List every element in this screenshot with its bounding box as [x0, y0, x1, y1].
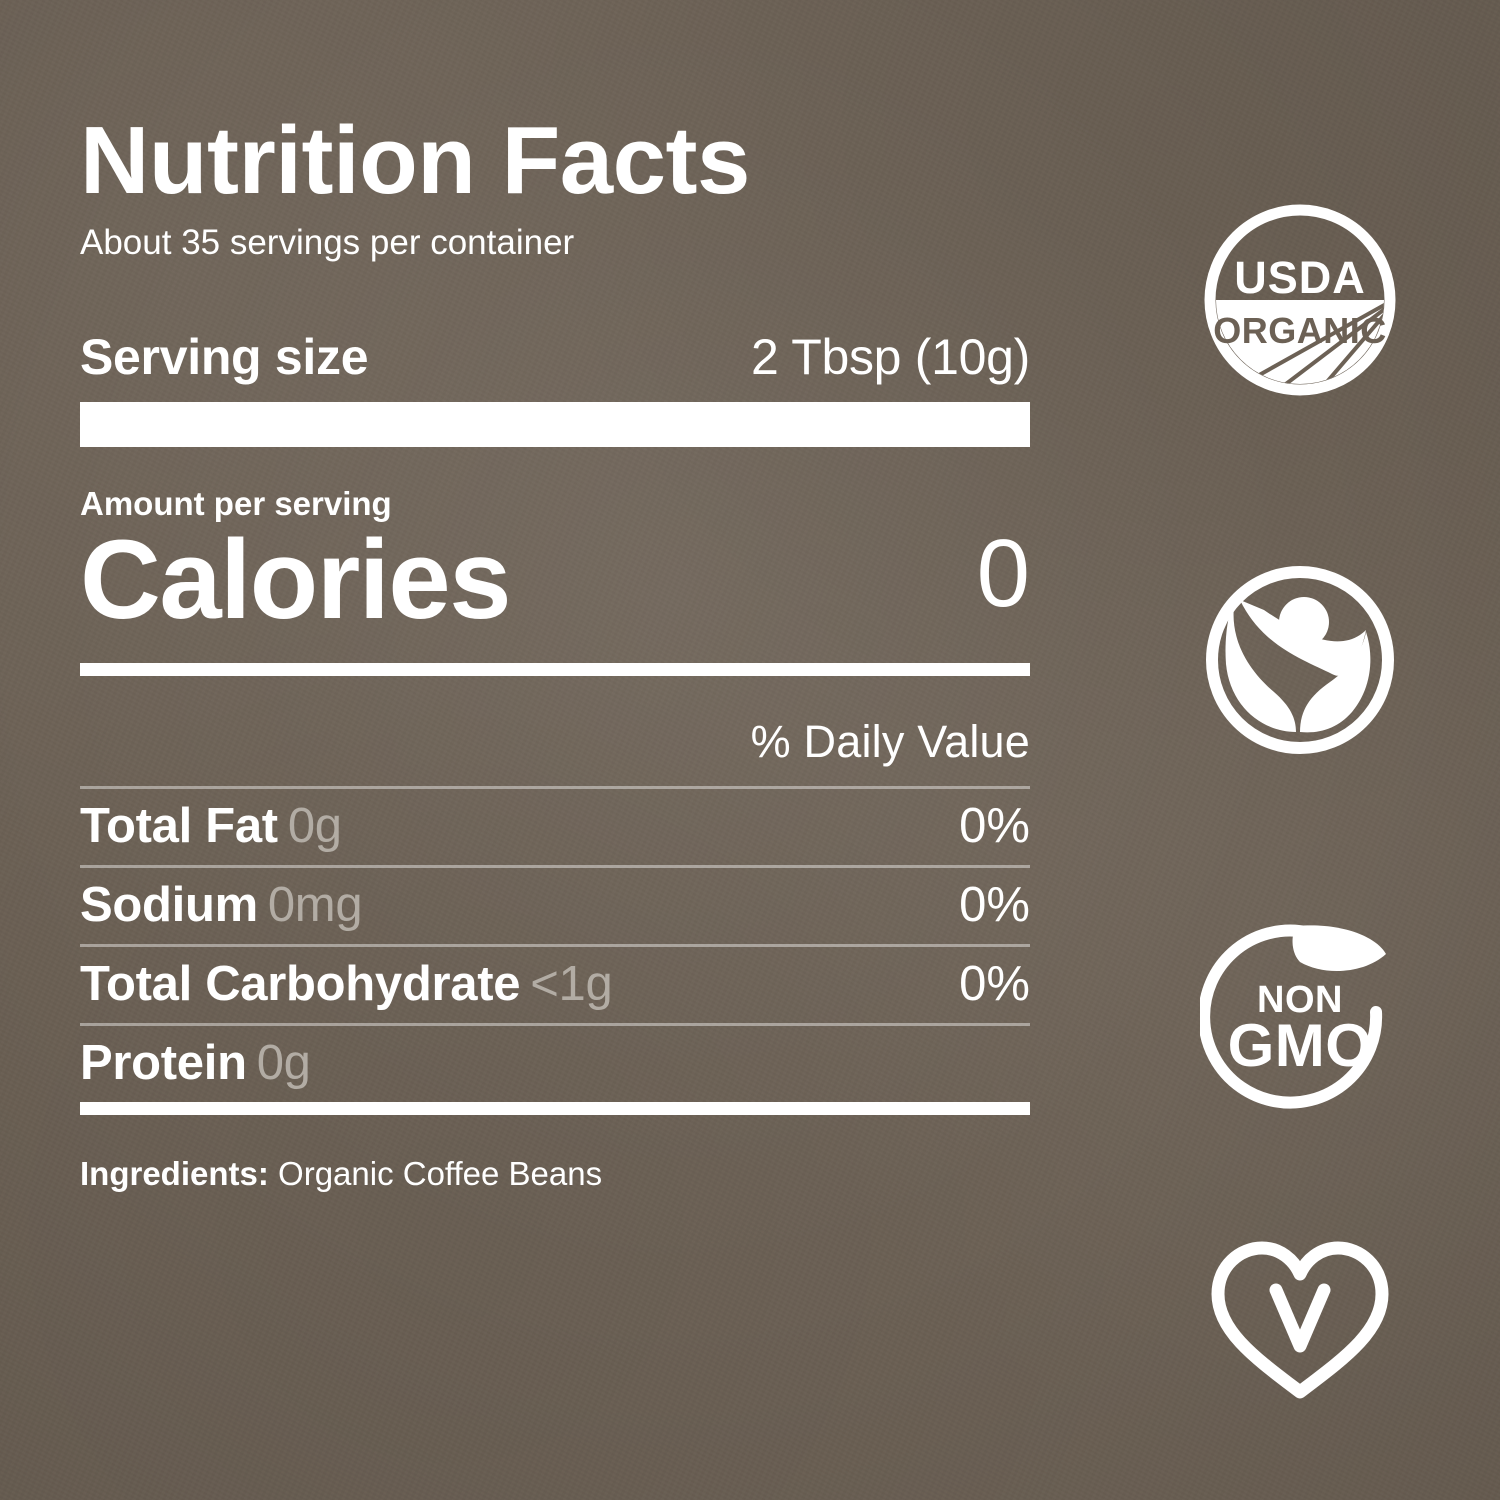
nutrient-daily-value: 0%	[959, 956, 1030, 1011]
usda-organic-seal-icon: USDA ORGANIC	[1204, 204, 1396, 396]
divider-hairline	[80, 943, 1030, 947]
divider-hairline	[80, 864, 1030, 868]
nutrient-rows: Total Fat 0g 0% Sodium 0mg 0% Total Carbohydra…	[80, 789, 1030, 1102]
nutrient-name: Sodium	[80, 877, 258, 932]
divider-medium-calories	[80, 662, 1030, 676]
calories-value: 0	[976, 520, 1030, 628]
nutrient-daily-value: 0%	[959, 798, 1030, 853]
serving-size-value: 2 Tbsp (10g)	[751, 329, 1030, 386]
nutrient-left: Sodium 0mg	[80, 877, 363, 933]
svg-text:GMO: GMO	[1228, 1012, 1373, 1079]
svg-text:NON: NON	[1257, 979, 1343, 1021]
certification-badge-column: USDA ORGANIC NON GMO	[1185, 120, 1415, 1440]
amount-per-serving-label: Amount per serving	[80, 485, 392, 523]
vegan-heart-icon	[1211, 1241, 1389, 1399]
badge-slot-vegan-heart	[1185, 1200, 1415, 1440]
serving-size-label: Serving size	[80, 329, 369, 386]
nutrient-left: Total Carbohydrate <1g	[80, 956, 613, 1012]
calories-row: Calories 0	[80, 517, 1030, 642]
divider-hairline-top	[80, 785, 1030, 789]
svg-text:USDA: USDA	[1234, 252, 1366, 303]
divider-hairline	[80, 1022, 1030, 1026]
serving-size-row: Serving size 2 Tbsp (10g)	[80, 328, 1030, 386]
badge-slot-usda-organic: USDA ORGANIC	[1185, 120, 1415, 480]
ingredients-line: Ingredients: Organic Coffee Beans	[80, 1153, 1030, 1194]
calories-label: Calories	[80, 517, 511, 643]
nutrient-left: Protein 0g	[80, 1035, 311, 1091]
nutrient-row: Total Fat 0g 0%	[80, 789, 1030, 865]
svg-text:ORGANIC: ORGANIC	[1213, 310, 1387, 351]
nutrient-row: Protein 0g	[80, 1026, 1030, 1102]
nutrient-row: Total Carbohydrate <1g 0%	[80, 947, 1030, 1023]
daily-value-header: % Daily Value	[750, 715, 1030, 767]
servings-per-container: About 35 servings per container	[80, 222, 575, 262]
badge-slot-certified-figure	[1185, 480, 1415, 840]
non-gmo-seal-icon: NON GMO	[1200, 924, 1386, 1109]
nutrient-amount: <1g	[530, 956, 613, 1011]
divider-medium-bottom	[80, 1101, 1030, 1115]
nutrient-amount: 0mg	[267, 877, 363, 932]
ingredients-label: Ingredients:	[80, 1154, 269, 1192]
nutrient-name: Total Carbohydrate	[80, 956, 521, 1011]
nutrient-name: Total Fat	[80, 798, 278, 853]
nutrient-left: Total Fat 0g	[80, 798, 342, 854]
nutrition-facts-title: Nutrition Facts	[80, 107, 750, 214]
nutrient-row: Sodium 0mg 0%	[80, 868, 1030, 944]
certified-figure-emblem-icon	[1206, 566, 1394, 754]
nutrient-amount: 0g	[256, 1035, 311, 1090]
nutrient-daily-value: 0%	[959, 877, 1030, 932]
ingredients-value: Organic Coffee Beans	[278, 1154, 603, 1192]
divider-thick-serving	[80, 402, 1030, 448]
badge-slot-non-gmo: NON GMO	[1185, 840, 1415, 1200]
divider-medium-calories-wrap	[80, 662, 1030, 676]
nutrient-amount: 0g	[287, 798, 342, 853]
nutrition-facts-panel: Nutrition Facts About 35 servings per co…	[80, 112, 1030, 1194]
nutrient-name: Protein	[80, 1035, 247, 1090]
